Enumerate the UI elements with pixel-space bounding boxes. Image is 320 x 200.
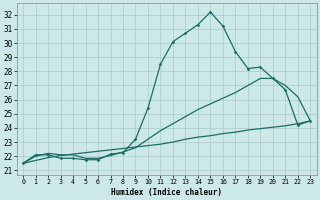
X-axis label: Humidex (Indice chaleur): Humidex (Indice chaleur)	[111, 188, 222, 197]
